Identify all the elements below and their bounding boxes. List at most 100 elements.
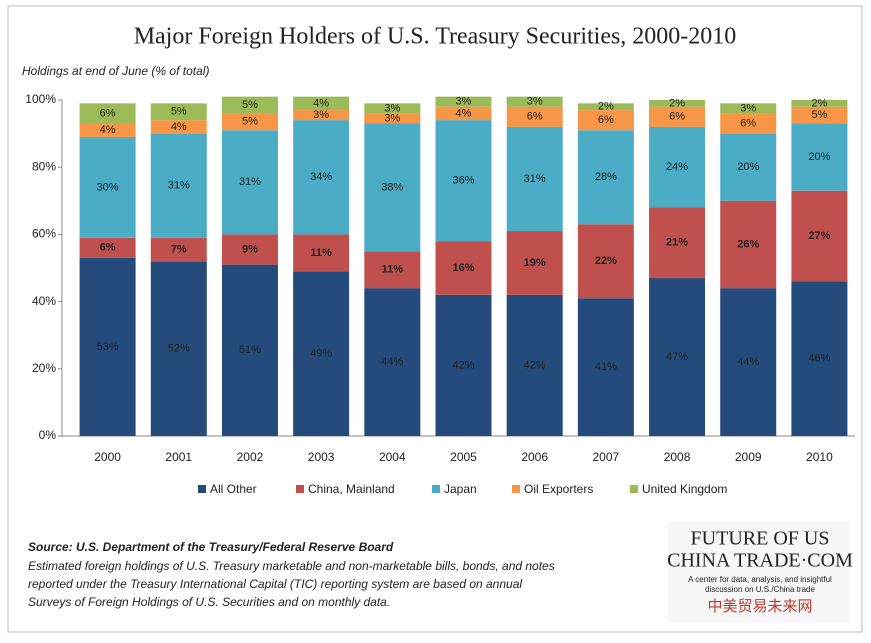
logo: FUTURE OF US CHINA TRADE·COM A center fo…	[667, 522, 853, 622]
legend-label: China, Mainland	[308, 482, 395, 496]
data-label: 3%	[384, 102, 400, 114]
bar-segment	[364, 251, 421, 289]
bar-segment	[150, 237, 207, 262]
y-axis-label: Holdings at end of June (% of total)	[22, 64, 209, 78]
bar-segment	[150, 133, 207, 238]
bar-segment	[293, 234, 350, 272]
legend-swatch	[512, 485, 520, 493]
data-label: 28%	[595, 171, 617, 183]
bar-segment	[720, 288, 777, 436]
data-label: 2%	[598, 101, 614, 113]
bar-segment	[435, 96, 492, 107]
bar-segment	[720, 103, 777, 114]
data-label: 42%	[452, 359, 474, 371]
y-tick-label: 80%	[32, 159, 56, 173]
data-label: 20%	[808, 151, 830, 163]
bar-segment	[791, 106, 848, 124]
data-label: 9%	[242, 243, 258, 255]
bar-segment	[506, 96, 563, 107]
data-label: 3%	[456, 96, 472, 108]
bar-segment	[791, 190, 848, 282]
bar-segment	[150, 261, 207, 436]
y-tick-label: 100%	[25, 92, 56, 106]
data-label: 49%	[310, 348, 332, 360]
data-label: 5%	[242, 99, 258, 111]
data-label: 6%	[100, 242, 116, 254]
bar-segment	[79, 237, 136, 258]
data-label: 41%	[595, 361, 617, 373]
data-label: 3%	[740, 102, 756, 114]
x-tick-label: 2007	[593, 450, 620, 464]
data-label: 44%	[737, 356, 759, 368]
data-label: 31%	[168, 180, 190, 192]
bar-segment	[435, 241, 492, 295]
data-label: 44%	[381, 356, 403, 368]
data-label: 6%	[740, 117, 756, 129]
bar-segment	[364, 103, 421, 114]
x-tick-label: 2005	[450, 450, 477, 464]
bar-segment	[577, 110, 634, 131]
bar-segment	[364, 288, 421, 436]
bar-segment	[79, 257, 136, 436]
x-tick-label: 2008	[664, 450, 691, 464]
bar-segment	[435, 294, 492, 436]
bar-segment	[649, 278, 706, 436]
y-tick-label: 60%	[32, 227, 56, 241]
data-label: 26%	[737, 238, 759, 250]
x-tick-label: 2000	[94, 450, 121, 464]
legend-swatch	[630, 485, 638, 493]
legend-label: United Kingdom	[642, 482, 727, 496]
data-label: 34%	[310, 171, 332, 183]
bar-segment	[506, 106, 563, 127]
bar-segment	[577, 103, 634, 111]
bar-segment	[791, 100, 848, 107]
x-tick-label: 2004	[379, 450, 406, 464]
data-label: 38%	[381, 181, 403, 193]
x-tick-label: 2001	[165, 450, 192, 464]
bar-segment	[506, 231, 563, 295]
bar-segment	[221, 130, 278, 235]
data-label: 27%	[808, 230, 830, 242]
data-label: 36%	[452, 175, 474, 187]
data-label: 6%	[100, 107, 116, 119]
data-label: 22%	[595, 255, 617, 267]
data-label: 5%	[171, 106, 187, 118]
bar-segment	[79, 136, 136, 238]
data-label: 5%	[811, 109, 827, 121]
legend-swatch	[296, 485, 304, 493]
data-label: 52%	[168, 343, 190, 355]
chart-title: Major Foreign Holders of U.S. Treasury S…	[134, 24, 737, 50]
data-label: 20%	[737, 161, 759, 173]
bar-segment	[150, 120, 207, 134]
legend-label: Japan	[444, 482, 477, 496]
bar-segment	[506, 294, 563, 436]
data-label: 19%	[524, 257, 546, 269]
bar-segment	[221, 96, 278, 114]
bar-segment	[791, 281, 848, 436]
data-label: 21%	[666, 237, 688, 249]
data-label: 31%	[239, 176, 261, 188]
data-label: 4%	[456, 107, 472, 119]
note-line: Surveys of Foreign Holdings of U.S. Secu…	[28, 595, 390, 609]
bar-segment	[649, 126, 706, 208]
data-label: 31%	[524, 173, 546, 185]
data-label: 4%	[171, 121, 187, 133]
data-label: 46%	[808, 353, 830, 365]
data-label: 6%	[527, 111, 543, 123]
data-label: 7%	[171, 243, 187, 255]
note-line: reported under the Treasury Internationa…	[28, 577, 522, 591]
bar-segment	[506, 126, 563, 232]
bar-segment	[293, 110, 350, 121]
bar-segment	[435, 120, 492, 242]
data-label: 24%	[666, 161, 688, 173]
data-label: 4%	[100, 124, 116, 136]
bar-segment	[720, 200, 777, 289]
bar-segment	[649, 100, 706, 107]
bar-segment	[720, 113, 777, 134]
data-label: 6%	[598, 114, 614, 126]
x-tick-label: 2009	[735, 450, 762, 464]
bar-segment	[649, 207, 706, 279]
note-line: Estimated foreign holdings of U.S. Treas…	[28, 559, 555, 573]
data-label: 3%	[527, 96, 543, 108]
data-label: 42%	[524, 359, 546, 371]
